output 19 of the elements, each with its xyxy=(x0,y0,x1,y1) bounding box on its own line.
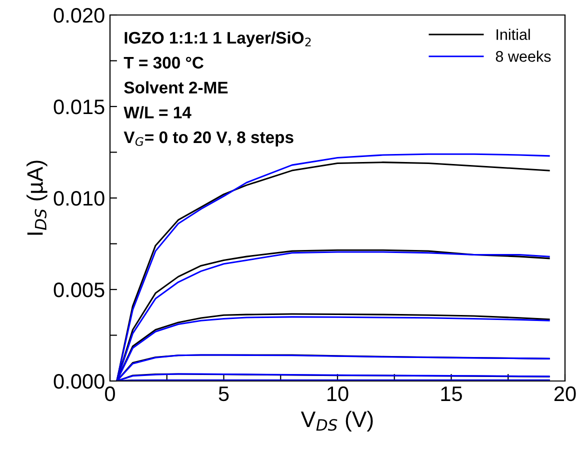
annotation: Solvent 2-ME xyxy=(124,81,228,94)
y-axis-title: I$_{DS}$ (µA) xyxy=(26,160,48,235)
x-tick-label: 5 xyxy=(218,386,229,402)
legend-label: Initial xyxy=(496,28,530,40)
x-tick-label: 20 xyxy=(554,386,576,402)
annotation: T = 300 °C xyxy=(124,56,204,69)
y-tick-label: 0.000 xyxy=(54,374,104,389)
y-tick-label: 0.020 xyxy=(54,8,104,23)
y-tick-label: 0.010 xyxy=(54,191,104,206)
y-tick-label: 0.015 xyxy=(54,100,104,114)
x-tick-label: 0 xyxy=(105,386,115,402)
annotation: V$_{G}$= 0 to 20 V, 8 steps xyxy=(124,131,294,146)
y-tick-label: 0.005 xyxy=(54,282,104,298)
legend-label: 8 weeks xyxy=(496,50,551,62)
x-tick-label: 15 xyxy=(441,386,462,402)
annotation: W/L = 14 xyxy=(124,106,192,119)
x-axis-title: V$_{DS}$ (V) xyxy=(300,410,373,432)
annotation: IGZO 1:1:1 1 Layer/SiO$_{2}$ xyxy=(124,31,311,48)
x-tick-label: 10 xyxy=(328,386,348,402)
